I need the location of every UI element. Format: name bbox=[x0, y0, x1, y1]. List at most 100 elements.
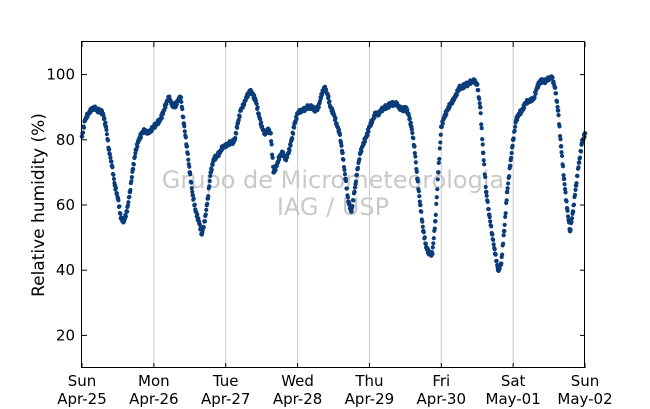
data-point bbox=[578, 149, 584, 154]
x-tick-label-day: Fri bbox=[432, 372, 450, 390]
data-point bbox=[268, 130, 273, 135]
data-point bbox=[489, 224, 494, 229]
data-point bbox=[576, 165, 581, 170]
data-point bbox=[117, 204, 122, 209]
data-point bbox=[133, 150, 138, 156]
x-tick-label-date: Apr-28 bbox=[273, 390, 323, 408]
data-point bbox=[337, 132, 343, 137]
x-tick-label-date: Apr-29 bbox=[345, 390, 395, 408]
x-tick-label-date: May-02 bbox=[557, 390, 612, 408]
data-point bbox=[289, 136, 295, 141]
y-tick-label: 100 bbox=[46, 66, 75, 84]
data-point bbox=[187, 164, 192, 169]
data-point bbox=[174, 102, 179, 107]
data-point bbox=[483, 189, 489, 195]
data-point bbox=[285, 151, 291, 156]
data-point bbox=[135, 144, 140, 149]
data-point bbox=[429, 249, 434, 255]
data-point bbox=[575, 173, 580, 179]
data-point bbox=[355, 165, 361, 170]
x-tick-label-day: Sun bbox=[68, 372, 97, 390]
data-point bbox=[522, 105, 527, 111]
data-point bbox=[503, 214, 508, 219]
data-point bbox=[507, 174, 512, 179]
x-tick-label-date: May-01 bbox=[486, 390, 541, 408]
data-point bbox=[105, 138, 111, 143]
data-point bbox=[129, 174, 134, 180]
data-point bbox=[577, 155, 583, 160]
data-point bbox=[163, 105, 168, 110]
data-point bbox=[503, 211, 508, 216]
data-point bbox=[192, 202, 197, 207]
data-point bbox=[510, 143, 515, 148]
data-point bbox=[411, 142, 416, 148]
data-point bbox=[419, 209, 424, 214]
data-point bbox=[185, 151, 190, 156]
data-point bbox=[204, 207, 209, 212]
x-tick-label-day: Wed bbox=[281, 372, 314, 390]
data-point bbox=[333, 116, 338, 121]
data-point bbox=[159, 115, 164, 120]
data-point bbox=[339, 143, 344, 148]
data-point bbox=[488, 219, 493, 224]
x-axis-ticks: SunApr-25MonApr-26TueApr-27WedApr-28ThuA… bbox=[57, 42, 613, 408]
data-point bbox=[478, 111, 483, 116]
data-point bbox=[420, 224, 425, 229]
data-point bbox=[422, 235, 427, 240]
data-point bbox=[579, 142, 584, 147]
data-point bbox=[405, 107, 410, 112]
x-tick-label-day: Sat bbox=[501, 372, 526, 390]
data-point bbox=[572, 192, 578, 197]
data-point bbox=[242, 102, 247, 107]
data-point bbox=[437, 156, 442, 162]
data-point bbox=[557, 124, 562, 129]
data-point bbox=[206, 193, 211, 199]
data-point bbox=[123, 214, 129, 219]
data-point bbox=[255, 105, 260, 110]
data-point bbox=[132, 154, 137, 159]
data-point bbox=[167, 94, 172, 99]
data-point bbox=[202, 219, 207, 224]
data-point bbox=[482, 162, 487, 167]
data-point bbox=[564, 199, 569, 204]
data-point bbox=[412, 151, 417, 156]
data-point bbox=[417, 199, 422, 204]
data-point bbox=[330, 108, 336, 114]
data-point bbox=[533, 91, 538, 96]
data-point bbox=[350, 203, 355, 209]
data-point bbox=[553, 91, 559, 96]
data-point bbox=[479, 122, 484, 127]
data-point bbox=[414, 169, 419, 174]
data-point bbox=[576, 160, 582, 165]
data-point bbox=[557, 133, 563, 139]
data-point bbox=[501, 233, 506, 238]
data-point bbox=[372, 115, 377, 120]
data-point bbox=[106, 145, 111, 150]
data-point bbox=[179, 99, 184, 105]
data-point bbox=[550, 75, 555, 80]
data-point bbox=[494, 258, 499, 264]
data-point bbox=[208, 173, 213, 179]
data-point bbox=[324, 91, 330, 96]
data-point bbox=[558, 137, 563, 142]
x-tick-label-day: Thu bbox=[354, 372, 383, 390]
data-point bbox=[555, 108, 561, 113]
data-point bbox=[237, 114, 242, 119]
data-point bbox=[562, 187, 568, 192]
data-point bbox=[181, 115, 186, 120]
data-point bbox=[189, 185, 194, 191]
data-point bbox=[484, 193, 489, 198]
y-tick-label: 80 bbox=[56, 131, 75, 149]
data-point bbox=[483, 174, 488, 180]
data-point bbox=[342, 167, 347, 172]
data-point bbox=[207, 184, 212, 189]
data-point bbox=[190, 192, 196, 198]
data-point bbox=[125, 203, 131, 208]
data-point bbox=[288, 139, 294, 144]
data-point bbox=[513, 124, 518, 129]
data-point bbox=[210, 162, 215, 167]
data-point bbox=[504, 189, 510, 195]
data-point bbox=[344, 186, 350, 191]
data-point bbox=[362, 139, 368, 144]
